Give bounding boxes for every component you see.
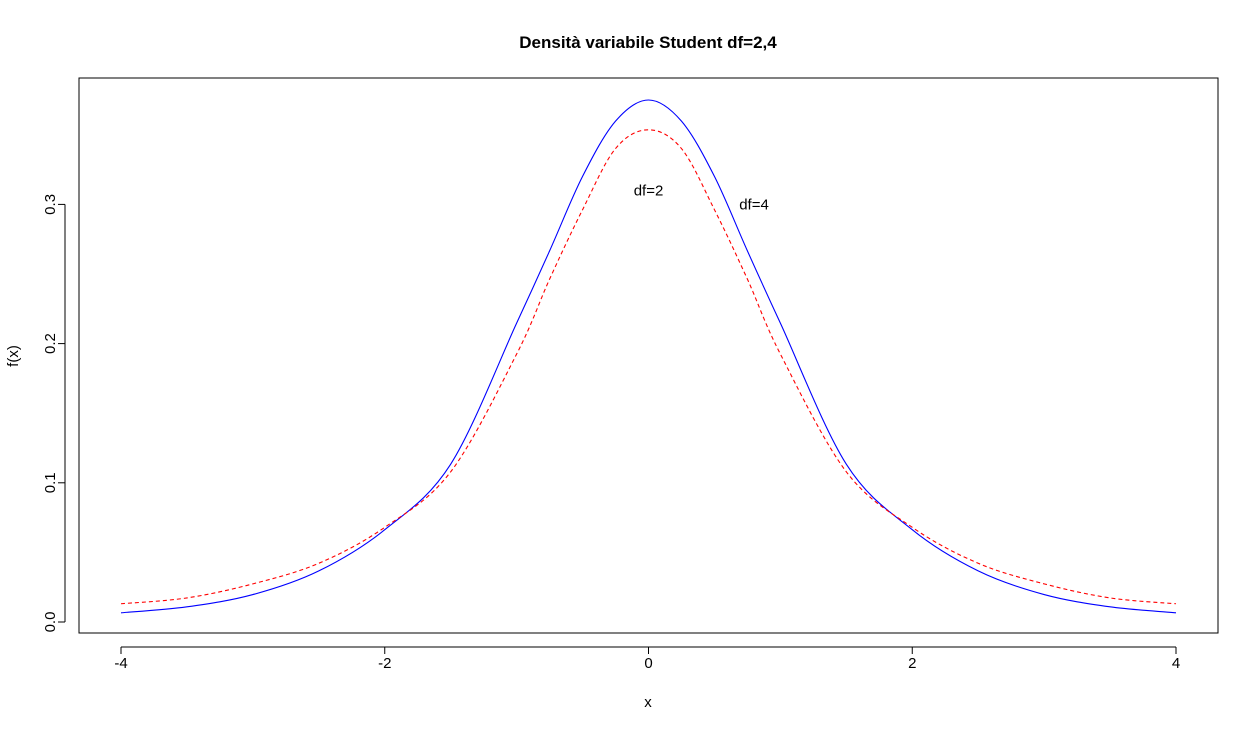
chart-title: Densità variabile Student df=2,4 bbox=[519, 33, 777, 52]
y-axis: 0.0 0.1 0.2 0.3 bbox=[42, 194, 66, 633]
x-axis-label: x bbox=[644, 694, 652, 711]
plot-frame bbox=[78, 77, 1219, 634]
y-tick-label: 0.3 bbox=[42, 194, 59, 215]
y-axis-label: f(x) bbox=[5, 345, 22, 367]
annotation-layer: df=2 df=4 bbox=[634, 182, 769, 213]
x-tick-label: -2 bbox=[378, 655, 391, 672]
y-tick-label: 0.0 bbox=[42, 612, 59, 633]
x-axis: -4 -2 0 2 4 bbox=[114, 646, 1180, 672]
series-line-2 bbox=[120, 129, 1177, 605]
y-tick-label: 0.2 bbox=[42, 333, 59, 354]
x-tick-label: 2 bbox=[908, 655, 916, 672]
x-tick-label: 4 bbox=[1172, 655, 1180, 672]
annotation-label: df=4 bbox=[739, 196, 769, 213]
y-tick-label: 0.1 bbox=[42, 472, 59, 493]
x-tick-label: 0 bbox=[644, 655, 652, 672]
x-tick-label: -4 bbox=[114, 655, 127, 672]
annotation-label: df=2 bbox=[634, 182, 664, 199]
series-layer bbox=[120, 99, 1177, 614]
series-line-1 bbox=[120, 99, 1177, 614]
